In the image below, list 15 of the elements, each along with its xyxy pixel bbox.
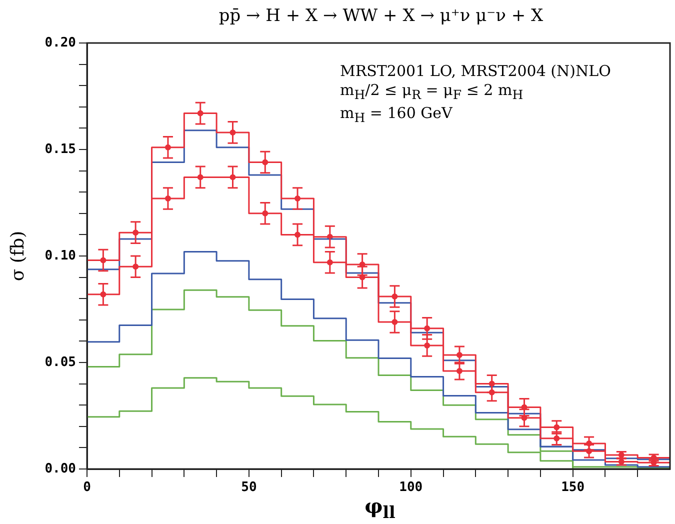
annotation: m$_{H}$/2 ≤ μ$_{R}$ = μ$_{F}$ ≤ 2 m$_{H}$ — [340, 81, 524, 104]
x-tick-label: 150 — [561, 480, 585, 496]
chart-title: pp̄ → H + X → WW + X → μ⁺ν μ⁻ν + X — [218, 6, 544, 26]
x-axis-title: φ$_{ll}$ — [364, 494, 396, 522]
x-tick-label: 50 — [241, 480, 257, 496]
annotation: MRST2001 LO, MRST2004 (N)NLO — [340, 62, 611, 81]
x-tick-label: 0 — [83, 480, 92, 496]
y-tick-label: 0.05 — [44, 354, 76, 370]
y-tick-label: 0.15 — [44, 142, 76, 157]
y-axis-title: σ (fb) — [8, 230, 28, 282]
y-tick-label: 0.00 — [44, 461, 76, 476]
y-tick-label: 0.20 — [44, 35, 76, 50]
y-tick-label: 0.10 — [44, 248, 76, 264]
annotation: m$_{H}$ = 160 GeV — [340, 104, 454, 127]
x-tick-label: 100 — [399, 480, 423, 496]
